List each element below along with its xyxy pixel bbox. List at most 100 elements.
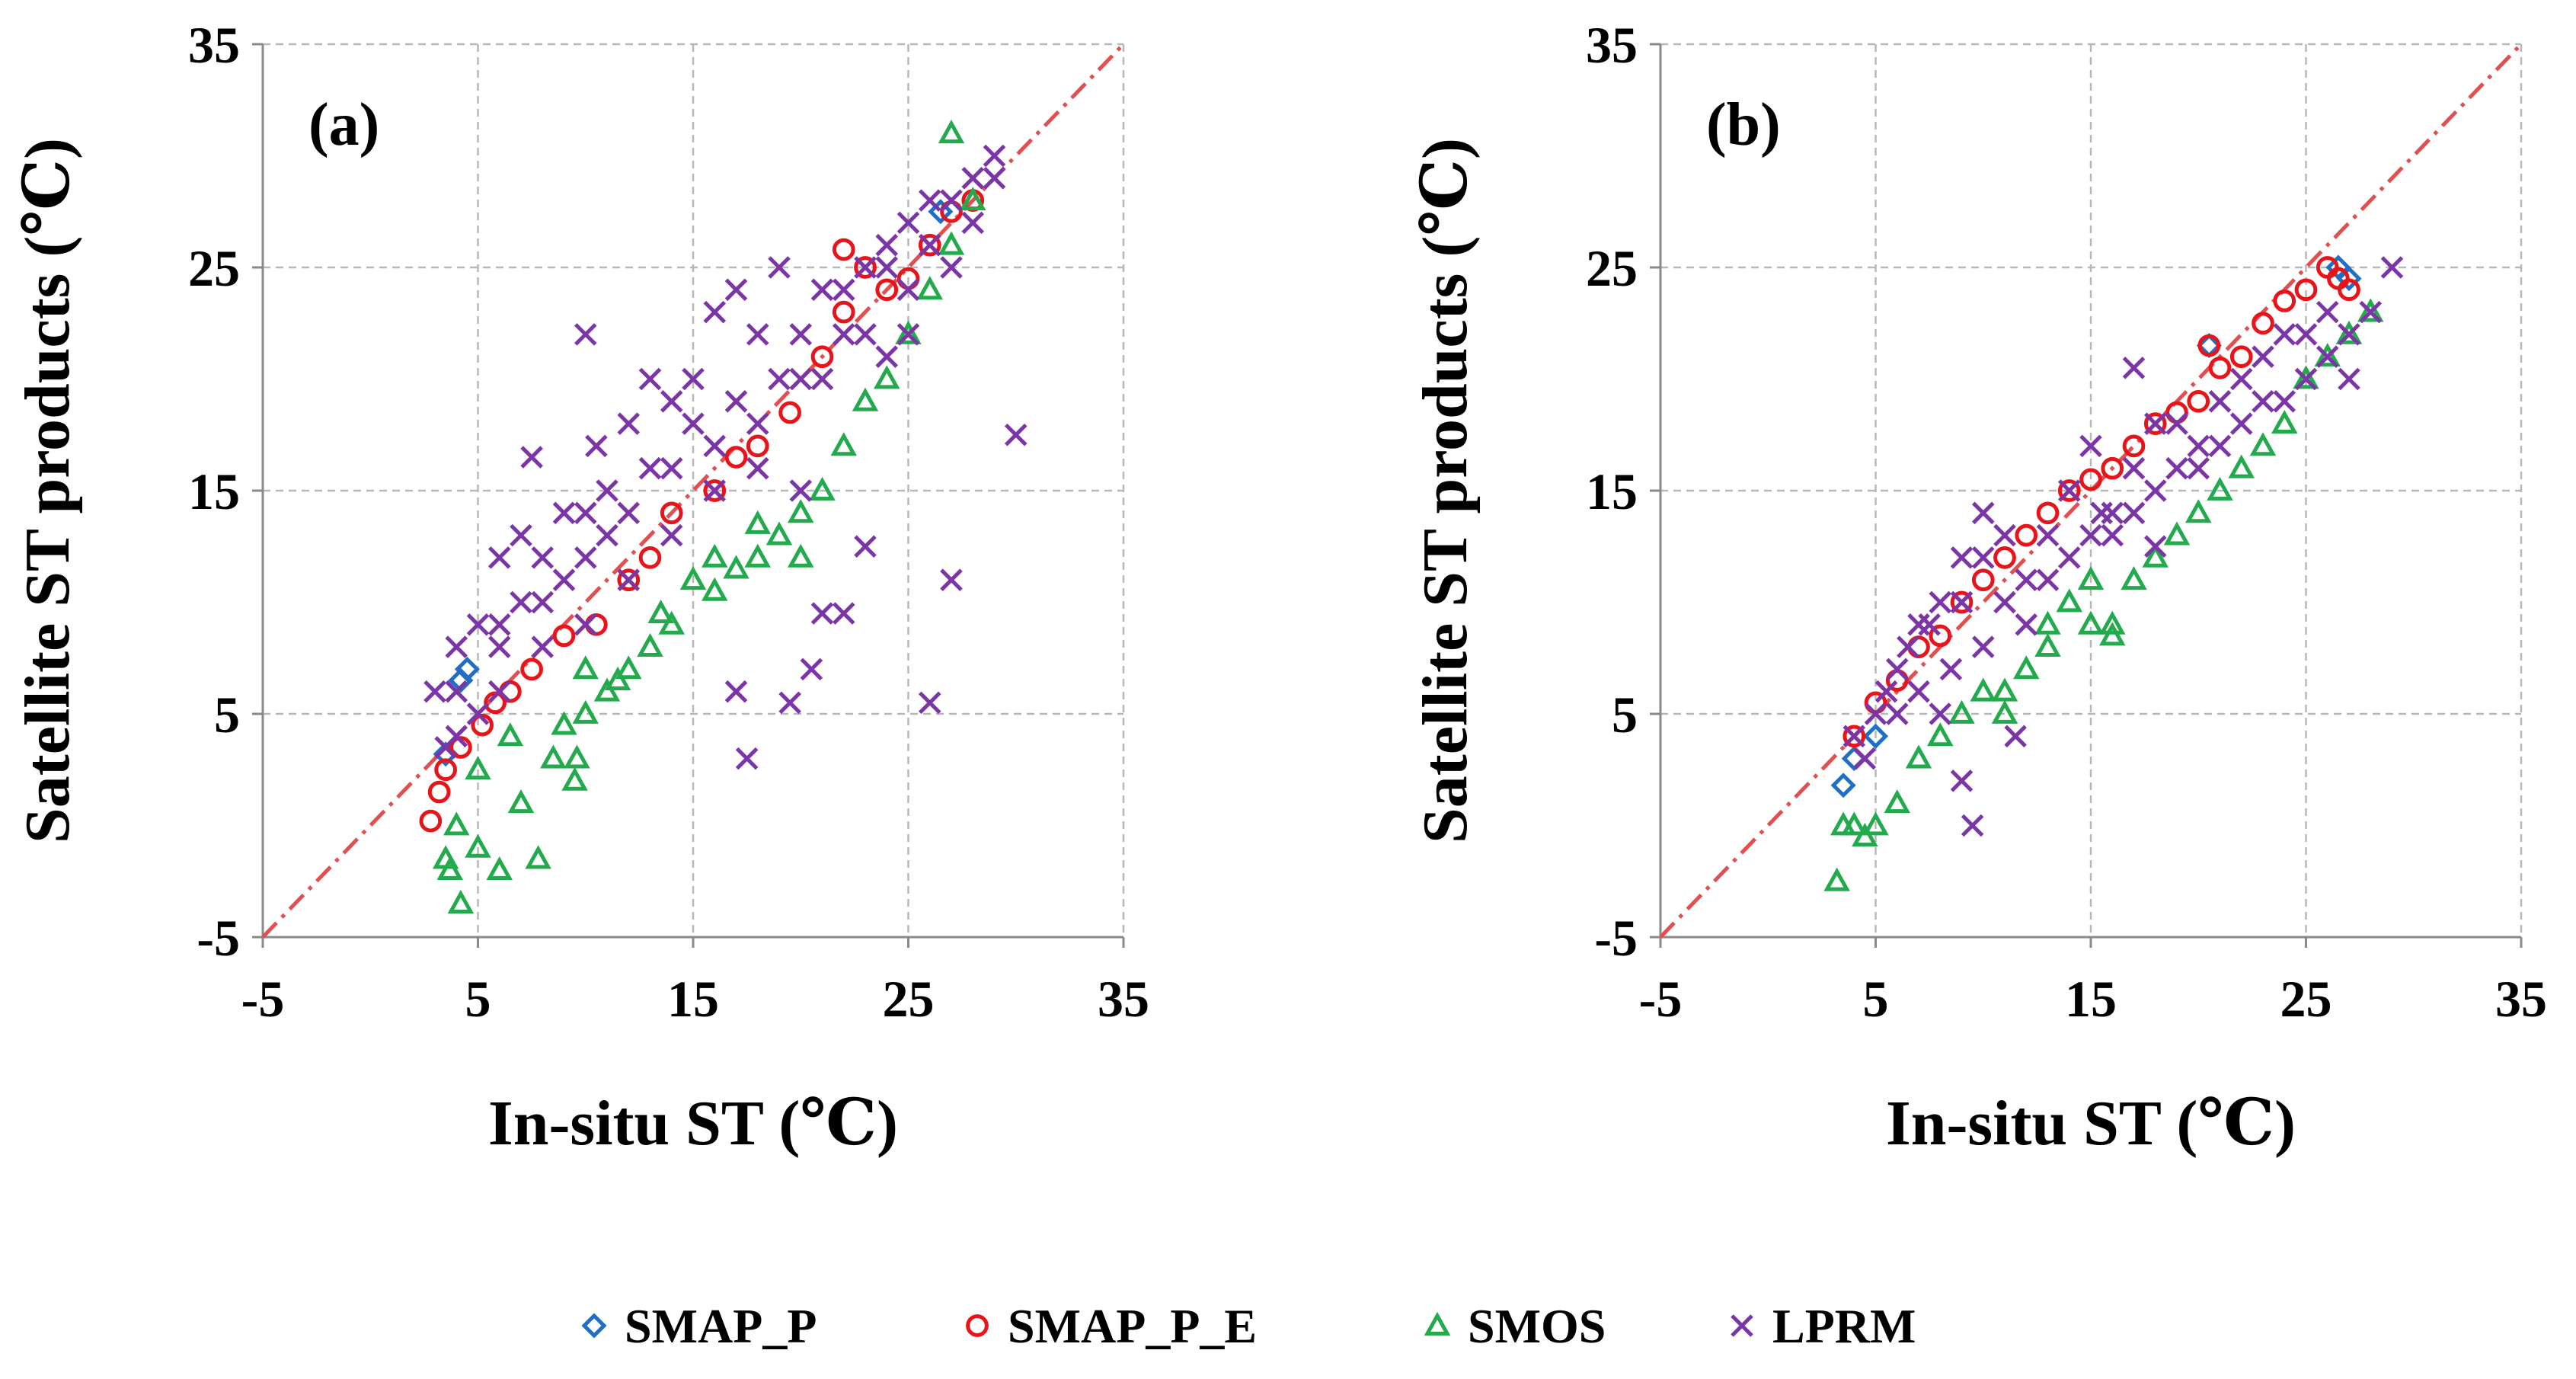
data-point: [531, 635, 555, 658]
data-point: [617, 501, 641, 525]
y-tick-label: 15: [1586, 462, 1638, 520]
data-point: [2079, 468, 2102, 491]
data-point: [2057, 546, 2081, 569]
data-point: [788, 543, 814, 568]
data-point: [2197, 334, 2221, 357]
data-point: [2273, 390, 2296, 413]
x-tick-label: 15: [667, 970, 719, 1028]
data-point: [1950, 590, 1974, 614]
data-point: [2034, 610, 2061, 635]
data-point: [1971, 501, 1995, 525]
legend-label: LPRM: [1772, 1299, 1916, 1353]
data-point: [1950, 546, 1974, 569]
data-point: [2101, 501, 2124, 525]
data-point: [1993, 546, 2016, 569]
data-point: [2077, 566, 2105, 590]
data-point: [768, 367, 791, 391]
data-point: [2338, 323, 2360, 346]
panel-label: (a): [308, 91, 379, 158]
legend-label: SMAP_P: [625, 1299, 817, 1353]
data-point: [832, 238, 855, 261]
data-point: [2359, 300, 2383, 324]
data-point: [2380, 256, 2404, 279]
data-point: [778, 401, 801, 424]
data-point: [507, 789, 535, 814]
data-point: [746, 412, 769, 435]
data-point: [2314, 343, 2341, 367]
data-point: [2036, 523, 2060, 547]
data-point: [638, 546, 662, 569]
data-point: [2273, 290, 2296, 312]
x-axis-label: In-situ ST (℃): [488, 1088, 898, 1159]
data-point: [552, 501, 576, 525]
y-tick-label: 35: [1586, 16, 1638, 74]
data-point: [789, 479, 813, 502]
data-point: [918, 691, 941, 715]
data-point: [2187, 389, 2210, 413]
data-point: [896, 211, 920, 235]
data-point: [788, 499, 814, 523]
data-point: [510, 523, 532, 547]
y-tick-label: 25: [188, 239, 240, 297]
data-point: [660, 523, 683, 547]
series-smos: [432, 120, 986, 913]
data-point: [1929, 624, 1952, 648]
data-point: [1823, 867, 1850, 891]
data-point: [2057, 479, 2081, 502]
data-point: [854, 323, 877, 346]
data-point: [443, 811, 470, 836]
y-tick-label: 25: [1586, 239, 1638, 297]
data-point: [564, 744, 590, 769]
data-point: [447, 889, 475, 913]
y-tick-label: 15: [188, 462, 240, 520]
legend-marker: [966, 1314, 989, 1337]
x-axis-label: In-situ ST (℃): [1886, 1088, 2296, 1159]
data-point: [465, 833, 491, 858]
data-point: [2036, 568, 2060, 591]
data-point: [660, 390, 683, 413]
x-tick-label: 25: [883, 970, 935, 1028]
data-point: [617, 568, 641, 591]
data-point: [2121, 566, 2147, 590]
one-to-one-line: [261, 43, 1125, 939]
data-point: [2252, 345, 2274, 368]
data-point: [2163, 521, 2191, 546]
data-point: [2122, 501, 2146, 525]
data-point: [2079, 434, 2102, 458]
data-point: [1927, 722, 1954, 747]
data-point: [466, 613, 490, 636]
data-point: [423, 680, 446, 703]
data-point: [1885, 658, 1909, 681]
data-point: [660, 456, 683, 480]
data-point: [938, 231, 965, 255]
data-point: [2271, 409, 2298, 434]
data-point: [1862, 723, 1889, 749]
data-point: [875, 278, 899, 302]
legend-marker: [1731, 1314, 1753, 1337]
data-point: [647, 600, 674, 624]
data-point: [830, 432, 857, 456]
data-point: [2294, 278, 2318, 302]
data-point: [2122, 357, 2146, 379]
data-point: [2294, 367, 2318, 391]
data-point: [2316, 300, 2339, 324]
data-point: [638, 367, 662, 391]
data-point: [746, 456, 769, 480]
data-point: [2099, 610, 2126, 635]
data-point: [1929, 590, 1952, 614]
y-axis-label: Satellite ST products (℃): [12, 138, 83, 843]
data-point: [434, 736, 457, 759]
data-point: [1841, 811, 1868, 836]
data-point: [2143, 479, 2167, 502]
data-point: [1897, 635, 1919, 658]
data-point: [703, 479, 727, 502]
data-point: [875, 345, 899, 368]
data-point: [679, 566, 707, 590]
data-point: [445, 635, 468, 658]
x-tick-label: 35: [2495, 970, 2547, 1028]
data-point: [2004, 725, 2027, 748]
legend-item-smos: SMOS: [1424, 1299, 1606, 1353]
data-point: [703, 479, 727, 502]
data-point: [1993, 590, 2016, 614]
data-point: [1970, 677, 1996, 702]
